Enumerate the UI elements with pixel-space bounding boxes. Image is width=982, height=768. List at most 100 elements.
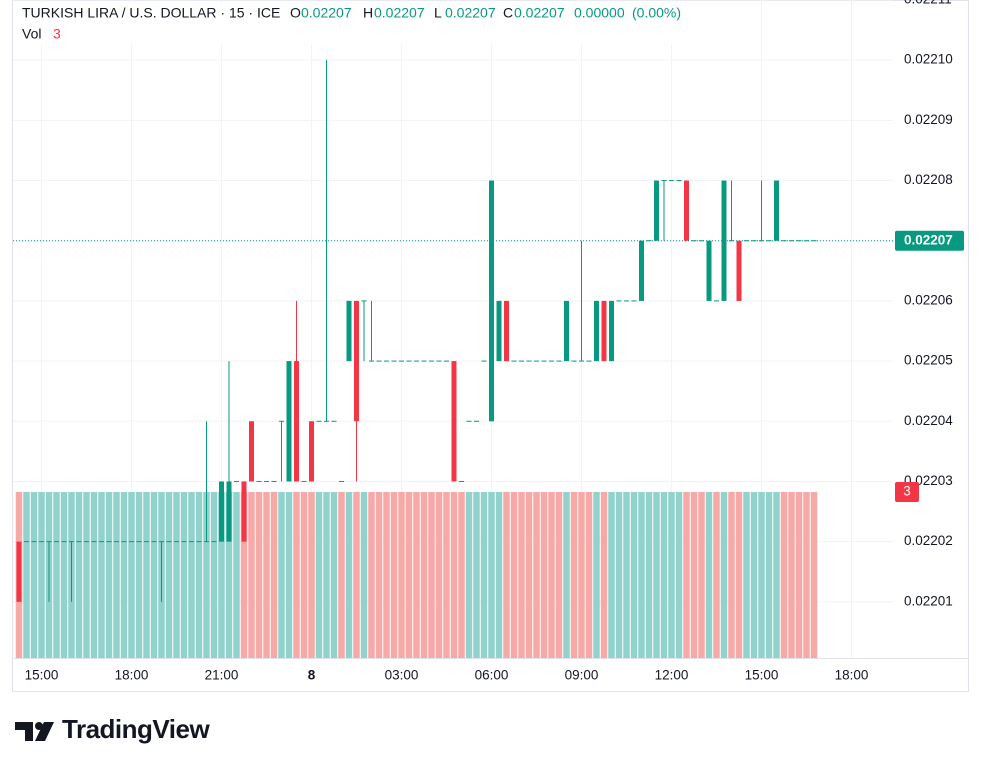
volume-bar — [518, 492, 525, 658]
candle-body — [774, 180, 779, 241]
y-tick-label: 0.02201 — [904, 593, 953, 608]
candle-body — [211, 541, 217, 543]
candle-body — [129, 541, 134, 543]
volume-bar — [743, 492, 750, 658]
volume-bar — [113, 492, 120, 658]
candle-body — [354, 300, 359, 422]
volume-badge-label: 3 — [903, 484, 911, 499]
candle-body — [331, 420, 337, 422]
volume-bar — [585, 492, 593, 658]
candle-body — [294, 361, 299, 482]
volume-bar — [90, 492, 98, 658]
x-tick-label: 21:00 — [205, 668, 239, 683]
volume-bar — [135, 492, 143, 658]
volume-value: 3 — [53, 26, 61, 42]
volume-bar — [120, 492, 128, 658]
y-tick-label: 0.02211 — [904, 0, 952, 7]
ohlc-value: 0.02207 — [301, 5, 352, 21]
volume-bar — [420, 492, 428, 658]
volume-bar — [128, 492, 135, 658]
volume-bar — [75, 492, 83, 658]
volume-bar — [690, 492, 698, 658]
candle-body — [271, 480, 277, 482]
volume-bar — [188, 492, 195, 658]
volume-bar — [630, 492, 638, 658]
volume-bar — [480, 492, 488, 658]
candle-body — [84, 541, 89, 543]
candle-body — [391, 360, 397, 362]
candle-body — [631, 300, 637, 302]
y-tick-label: 0.02204 — [904, 413, 953, 428]
volume-bar — [705, 492, 713, 658]
volume-bar — [623, 492, 630, 658]
candle-body — [669, 180, 674, 182]
volume-bar — [698, 492, 705, 658]
volume-bar — [368, 492, 375, 658]
candle-body — [714, 300, 719, 302]
y-tick-label: 0.02202 — [904, 533, 953, 548]
volume-bar — [458, 492, 465, 658]
candle-body — [54, 541, 59, 543]
candle-body — [234, 480, 239, 482]
volume-bar — [315, 492, 323, 658]
candle-body — [684, 180, 689, 241]
candle-body — [459, 480, 464, 482]
candle-body — [789, 240, 794, 242]
volume-bar — [810, 492, 818, 658]
volume-bar — [270, 492, 278, 658]
x-tick-label: 18:00 — [115, 668, 149, 683]
volume-bar — [218, 492, 225, 658]
volume-bar — [638, 492, 645, 658]
volume-bar — [735, 492, 743, 658]
volume-bar — [510, 492, 518, 658]
candle-body — [661, 180, 667, 182]
candle-body — [369, 360, 374, 362]
volume-bar — [435, 492, 443, 658]
candle-body — [196, 541, 202, 543]
volume-bar — [293, 492, 300, 658]
ohlc-value: 0.02207 — [374, 5, 425, 21]
candle-body — [549, 360, 554, 362]
ohlc-value: 0.02207 — [514, 5, 565, 21]
volume-bar — [593, 492, 600, 658]
candle-body — [594, 300, 599, 362]
ohlc-label: C — [503, 5, 513, 21]
candle-body — [586, 360, 592, 362]
candle-body — [189, 541, 194, 543]
candle-body — [451, 361, 457, 482]
volume-bar — [53, 492, 60, 658]
y-tick-label: 0.02208 — [904, 172, 953, 187]
candle-body — [166, 541, 172, 543]
candle-body — [744, 240, 749, 242]
candle-body — [286, 361, 292, 482]
volume-bar — [428, 492, 435, 658]
candle-body — [121, 541, 127, 543]
volume-bar — [285, 492, 293, 658]
candle-body — [474, 420, 479, 422]
candle-body — [519, 360, 524, 362]
volume-bar — [60, 492, 68, 658]
volume-bar — [180, 492, 188, 658]
candle-body — [361, 300, 367, 302]
volume-bar — [225, 492, 233, 658]
candle-body — [376, 360, 382, 362]
volume-bar — [525, 492, 533, 658]
candle-body — [466, 420, 472, 422]
candle-body — [429, 360, 434, 362]
volume-bar — [278, 492, 285, 658]
volume-bar — [803, 492, 810, 658]
candle-body — [324, 420, 329, 422]
volume-bar — [38, 492, 45, 658]
candle-body — [24, 541, 29, 543]
volume-bar — [608, 492, 615, 658]
candle-body — [759, 240, 764, 242]
volume-bar — [240, 492, 248, 658]
candle-body — [699, 240, 704, 242]
candle-body — [204, 541, 209, 543]
candle-body — [609, 300, 614, 362]
volume-bar — [360, 492, 368, 658]
candle-body — [264, 480, 269, 482]
volume-bar — [330, 492, 338, 658]
candle-body — [249, 421, 254, 482]
